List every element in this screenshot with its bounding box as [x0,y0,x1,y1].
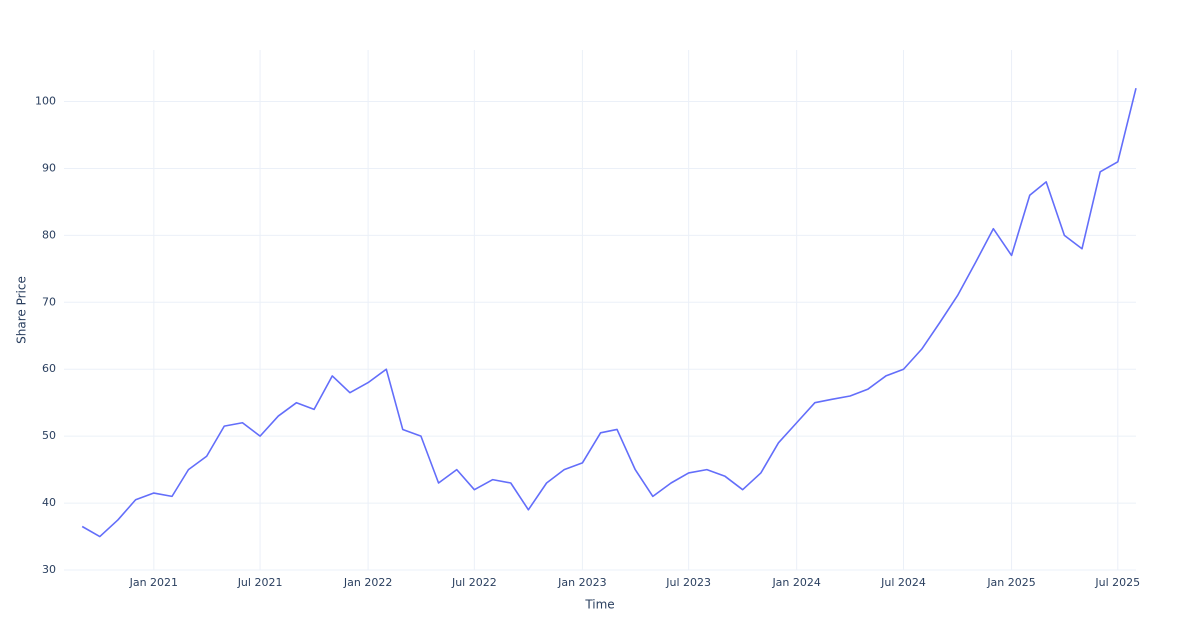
x-tick-label: Jan 2024 [771,576,820,589]
y-tick-label: 40 [42,496,56,509]
x-tick-label: Jul 2024 [880,576,926,589]
y-tick-label: 100 [35,95,56,108]
y-tick-label: 50 [42,429,56,442]
x-tick-label: Jan 2025 [986,576,1035,589]
y-tick-label: 70 [42,295,56,308]
line-series [81,87,1137,538]
y-tick-label: 30 [42,563,56,576]
y-tick-label: 80 [42,228,56,241]
y-axis-title: Share Price [15,276,29,344]
y-tick-label: 60 [42,362,56,375]
x-tick-label: Jul 2022 [451,576,497,589]
x-tick-label: Jul 2023 [665,576,711,589]
y-tick-label: 90 [42,161,56,174]
x-tick-label: Jan 2021 [129,576,178,589]
x-axis-title: Time [584,598,614,612]
x-tick-label: Jan 2023 [557,576,606,589]
x-tick-label: Jul 2025 [1094,576,1140,589]
x-tick-label: Jul 2021 [237,576,283,589]
x-tick-label: Jan 2022 [343,576,392,589]
